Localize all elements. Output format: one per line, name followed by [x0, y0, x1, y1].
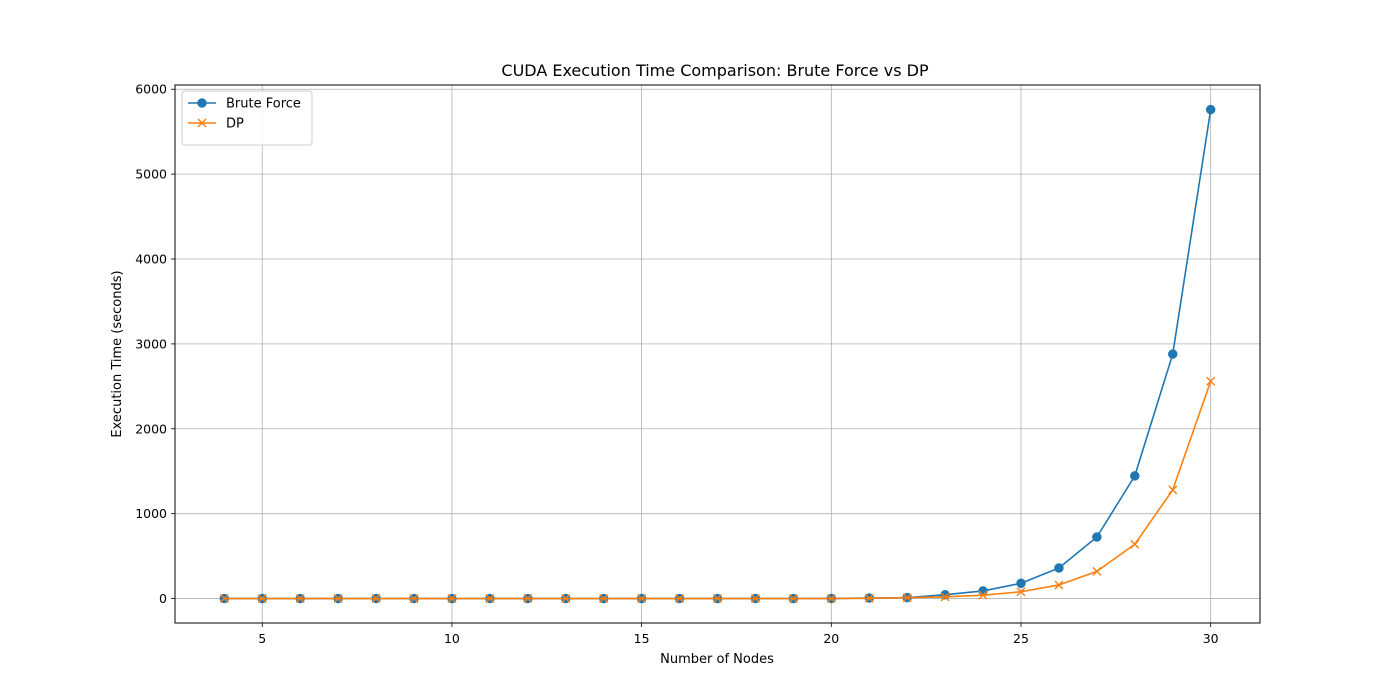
y-tick-label: 0 [159, 591, 167, 606]
x-axis-label: Number of Nodes [660, 652, 774, 667]
series-brute-force [219, 104, 1216, 604]
grid [175, 85, 1260, 623]
data-point [197, 118, 207, 128]
ticks: 5 10 15 20 25 30 0 1000 2000 3000 4000 5000 6000 [135, 82, 1218, 646]
data-point [1206, 376, 1216, 386]
data-point [485, 594, 495, 604]
x-tick-label: 10 [444, 631, 460, 646]
data-point [1205, 104, 1216, 115]
data-point [940, 589, 950, 600]
data-point [675, 594, 685, 604]
legend-item: Brute Force [188, 97, 301, 112]
data-point [826, 594, 836, 604]
y-tick-label: 4000 [135, 252, 167, 267]
data-point [447, 594, 457, 604]
x-tick-label: 15 [634, 631, 650, 646]
data-point [1054, 580, 1064, 590]
data-point [1016, 578, 1026, 589]
data-point [219, 594, 229, 604]
data-point [978, 590, 988, 600]
data-point [637, 594, 647, 604]
data-point [599, 594, 609, 604]
chart-title: CUDA Execution Time Comparison: Brute Fo… [501, 61, 929, 80]
data-point [940, 592, 950, 602]
data-point [1016, 587, 1026, 597]
data-point [713, 594, 722, 604]
plot-frame [174, 84, 1261, 624]
y-tick-label: 6000 [135, 82, 167, 97]
data-point [788, 594, 798, 604]
y-tick-label: 1000 [135, 506, 167, 521]
data-point [1092, 566, 1102, 576]
y-tick-label: 2000 [135, 421, 167, 436]
data-point [902, 593, 912, 603]
legend: Brute Force DP [181, 90, 313, 146]
x-tick-label: 25 [1013, 631, 1029, 646]
data-point [561, 594, 571, 604]
data-point [523, 594, 533, 604]
legend-box [181, 90, 313, 146]
data-point [1054, 563, 1064, 573]
x-tick-label: 20 [823, 631, 839, 646]
series-layer [219, 104, 1216, 604]
data-point [1167, 349, 1178, 359]
data-point [295, 594, 305, 604]
data-point [1092, 532, 1102, 542]
y-axis-label: Execution Time (seconds) [110, 270, 125, 437]
data-point [864, 593, 874, 603]
data-point [1130, 539, 1140, 549]
data-point [197, 98, 207, 108]
legend-label: Brute Force [226, 97, 301, 112]
y-tick-label: 3000 [135, 336, 167, 351]
legend-label: DP [226, 117, 244, 132]
data-point [333, 594, 343, 604]
series-dp [219, 376, 1216, 604]
data-point [1168, 485, 1178, 495]
data-point [257, 594, 267, 604]
x-tick-label: 30 [1203, 631, 1219, 646]
data-point [371, 594, 381, 604]
data-point [978, 586, 988, 596]
series-line-brute-force [224, 109, 1212, 600]
legend-item: DP [188, 117, 244, 132]
data-point [409, 594, 419, 604]
y-tick-label: 5000 [135, 167, 167, 182]
data-point [1130, 471, 1140, 481]
x-tick-label: 5 [258, 631, 266, 646]
data-point [750, 594, 760, 604]
